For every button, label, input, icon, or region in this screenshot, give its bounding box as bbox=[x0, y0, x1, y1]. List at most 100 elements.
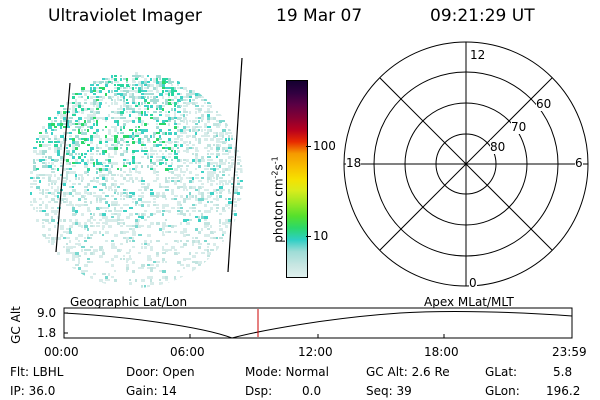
image-pixel bbox=[123, 123, 126, 126]
image-pixel bbox=[111, 81, 113, 84]
image-pixel bbox=[141, 114, 143, 116]
image-pixel bbox=[126, 147, 128, 150]
image-pixel bbox=[219, 165, 221, 168]
image-pixel bbox=[117, 132, 119, 134]
image-pixel bbox=[135, 129, 137, 132]
image-pixel bbox=[84, 198, 87, 200]
image-pixel bbox=[126, 81, 128, 83]
image-pixel bbox=[126, 252, 130, 254]
image-pixel bbox=[33, 162, 36, 164]
image-pixel bbox=[222, 207, 225, 210]
image-pixel bbox=[180, 177, 183, 180]
image-pixel bbox=[129, 87, 133, 89]
image-pixel bbox=[177, 144, 179, 146]
image-pixel bbox=[207, 255, 210, 257]
image-pixel bbox=[87, 192, 90, 195]
image-pixel bbox=[114, 201, 118, 204]
image-pixel bbox=[168, 141, 172, 144]
image-pixel bbox=[72, 204, 74, 207]
image-pixel bbox=[240, 180, 243, 182]
image-pixel bbox=[225, 180, 227, 183]
image-pixel bbox=[213, 165, 215, 167]
image-pixel bbox=[99, 249, 102, 251]
image-pixel bbox=[78, 153, 80, 155]
image-pixel bbox=[141, 90, 144, 92]
image-pixel bbox=[75, 210, 78, 213]
image-pixel bbox=[213, 144, 215, 146]
image-pixel bbox=[72, 183, 76, 185]
image-pixel bbox=[153, 81, 156, 83]
image-pixel bbox=[207, 102, 211, 104]
image-pixel bbox=[207, 135, 210, 137]
image-pixel bbox=[237, 183, 240, 185]
image-pixel bbox=[45, 156, 47, 158]
image-pixel bbox=[222, 174, 225, 176]
image-pixel bbox=[222, 210, 226, 212]
image-pixel bbox=[183, 171, 186, 173]
image-pixel bbox=[234, 198, 236, 200]
image-pixel bbox=[45, 219, 49, 222]
glat-value: 5.8 bbox=[553, 365, 573, 379]
image-pixel bbox=[198, 210, 201, 212]
image-pixel bbox=[162, 123, 166, 125]
image-pixel bbox=[153, 96, 156, 99]
image-pixel bbox=[174, 120, 176, 123]
image-pixel bbox=[135, 135, 139, 137]
image-pixel bbox=[156, 195, 159, 198]
image-pixel bbox=[51, 168, 54, 170]
image-pixel bbox=[216, 192, 218, 194]
image-pixel bbox=[189, 177, 192, 179]
image-pixel bbox=[141, 267, 144, 269]
image-pixel bbox=[222, 141, 226, 144]
image-pixel bbox=[69, 192, 72, 195]
image-pixel bbox=[60, 225, 64, 228]
image-pixel bbox=[102, 174, 105, 177]
image-pixel bbox=[180, 171, 183, 173]
image-pixel bbox=[207, 222, 210, 225]
image-pixel bbox=[135, 132, 138, 135]
image-pixel bbox=[72, 210, 75, 212]
image-pixel bbox=[60, 219, 62, 222]
image-pixel bbox=[78, 96, 81, 98]
image-pixel bbox=[42, 138, 45, 140]
image-pixel bbox=[216, 207, 219, 209]
image-pixel bbox=[213, 198, 216, 200]
image-pixel bbox=[72, 108, 75, 111]
image-pixel bbox=[36, 138, 39, 140]
image-pixel bbox=[147, 165, 149, 168]
image-pixel bbox=[129, 84, 131, 86]
image-pixel bbox=[111, 219, 114, 222]
image-pixel bbox=[204, 132, 208, 135]
image-pixel bbox=[57, 123, 60, 126]
image-pixel bbox=[108, 225, 112, 228]
image-pixel bbox=[120, 138, 124, 141]
image-pixel bbox=[96, 105, 99, 108]
image-pixel bbox=[186, 111, 188, 113]
image-pixel bbox=[183, 198, 186, 201]
image-pixel bbox=[177, 174, 181, 177]
image-pixel bbox=[63, 198, 67, 200]
image-pixel bbox=[126, 135, 129, 138]
image-pixel bbox=[120, 132, 124, 134]
image-pixel bbox=[135, 279, 137, 282]
image-pixel bbox=[48, 156, 52, 159]
image-pixel bbox=[150, 276, 153, 279]
image-pixel bbox=[126, 141, 129, 143]
image-pixel bbox=[96, 99, 99, 101]
image-pixel bbox=[63, 111, 66, 114]
image-pixel bbox=[60, 120, 62, 123]
image-pixel bbox=[120, 198, 122, 200]
image-pixel bbox=[168, 87, 171, 89]
image-pixel bbox=[51, 237, 54, 240]
image-pixel bbox=[141, 165, 143, 168]
image-pixel bbox=[105, 201, 108, 204]
image-pixel bbox=[174, 195, 178, 197]
orbit-left-title: Geographic Lat/Lon bbox=[70, 295, 188, 309]
dsp-label: Dsp: bbox=[245, 384, 273, 398]
image-pixel bbox=[126, 99, 128, 101]
image-pixel bbox=[87, 171, 89, 173]
image-pixel bbox=[132, 156, 135, 159]
image-pixel bbox=[33, 150, 37, 153]
image-pixel bbox=[171, 225, 174, 228]
image-pixel bbox=[213, 189, 217, 192]
